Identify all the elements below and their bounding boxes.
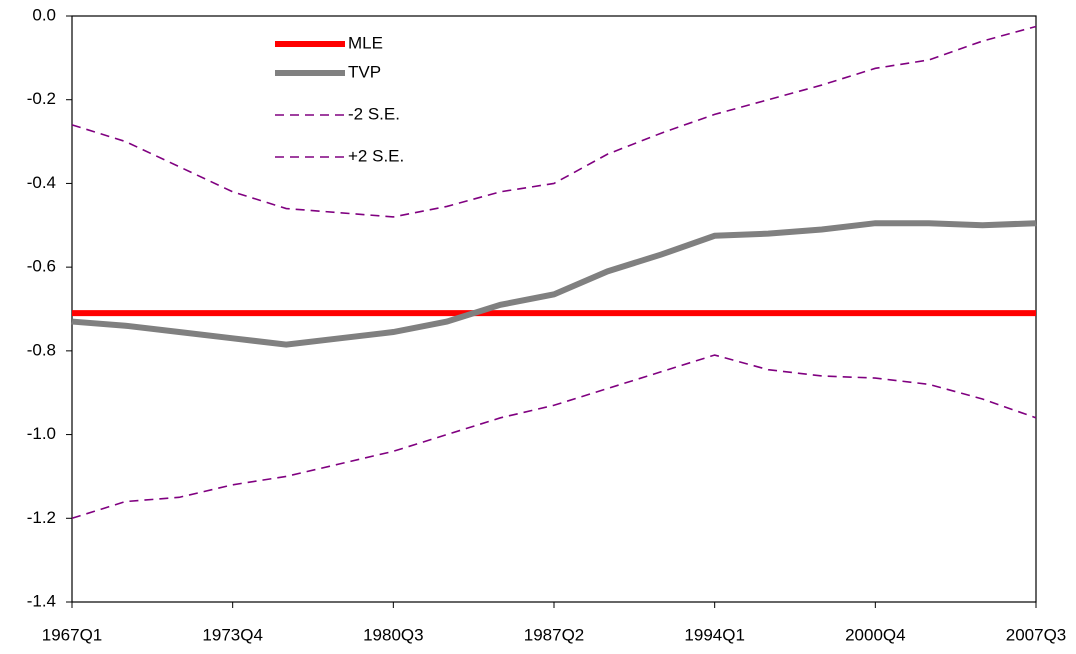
- x-tick-label: 1967Q1: [42, 625, 103, 644]
- legend-label: MLE: [348, 33, 383, 52]
- y-tick-label: -0.6: [27, 257, 56, 276]
- legend-label: TVP: [348, 62, 381, 81]
- legend-label: +2 S.E.: [348, 146, 404, 165]
- y-tick-label: -1.4: [27, 591, 56, 610]
- y-tick-label: -1.2: [27, 508, 56, 527]
- legend-label: -2 S.E.: [348, 104, 400, 123]
- y-tick-label: -0.8: [27, 340, 56, 359]
- x-tick-label: 2000Q4: [845, 625, 906, 644]
- series-line: [71, 354, 1037, 520]
- series-line: [71, 220, 1037, 348]
- y-tick-label: -0.2: [27, 89, 56, 108]
- y-tick-label: -0.4: [27, 173, 56, 192]
- x-tick-label: 1987Q2: [524, 625, 585, 644]
- y-tick-label: 0.0: [32, 5, 56, 24]
- x-tick-label: 1973Q4: [202, 625, 263, 644]
- x-tick-label: 2007Q3: [1006, 625, 1067, 644]
- series-line: [71, 25, 1037, 218]
- x-tick-label: 1980Q3: [363, 625, 424, 644]
- plot-frame: [71, 15, 1037, 603]
- x-tick-label: 1994Q1: [684, 625, 745, 644]
- y-tick-label: -1.0: [27, 424, 56, 443]
